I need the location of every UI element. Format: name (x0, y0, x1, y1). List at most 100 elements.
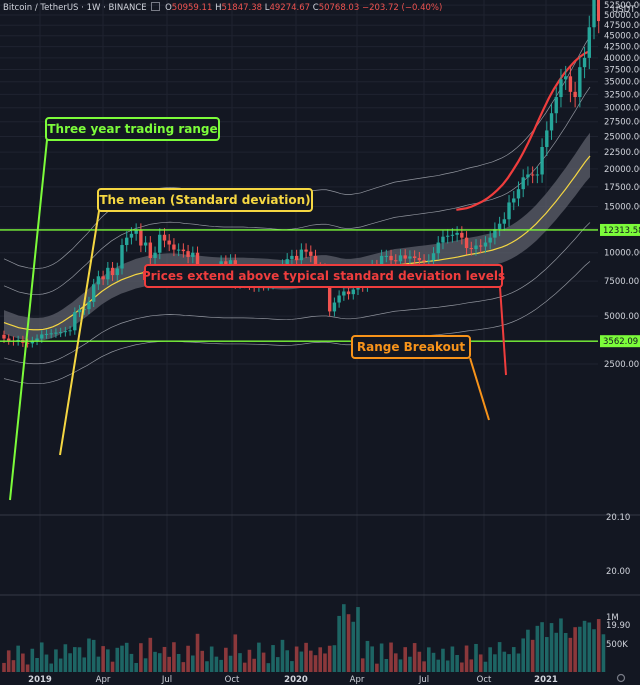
candle-body (106, 267, 110, 280)
time-tick-label: Oct (477, 675, 492, 685)
candle-body (427, 260, 431, 262)
volume-bar (120, 645, 124, 672)
volume-bar (299, 651, 304, 672)
candle-body (176, 249, 181, 251)
candle-body (299, 249, 304, 261)
candle-body (2, 334, 6, 339)
volume-bar (516, 653, 521, 672)
candle-body (545, 130, 549, 147)
candle-body (578, 67, 582, 98)
volume-bar (526, 629, 530, 672)
volume-tick-label: 1M (606, 613, 619, 623)
volume-bar (285, 650, 289, 672)
candle-body (394, 260, 398, 262)
candle-body (417, 258, 422, 261)
price-tick-label: 20000.00 (604, 165, 640, 175)
annotation-text: Three year trading range (47, 122, 217, 136)
candle-body (412, 256, 417, 259)
symbol-title[interactable]: Bitcoin / TetherUS (3, 3, 79, 13)
candle-body (469, 248, 473, 250)
candle-body (73, 312, 77, 331)
indicator-tick-label: 20.00 (606, 567, 630, 577)
volume-bar (559, 618, 563, 672)
volume-bar (68, 653, 72, 672)
volume-bar (54, 649, 58, 672)
volume-bar (110, 661, 115, 672)
candle-body (488, 237, 492, 243)
candle-body (304, 249, 308, 252)
volume-bar (455, 654, 459, 672)
price-tick-label: 17500.00 (604, 183, 640, 193)
checkbox-icon[interactable] (151, 2, 161, 11)
volume-bar (30, 648, 35, 672)
volume-bar (139, 643, 143, 672)
volume-bar (535, 625, 540, 672)
interval-label[interactable]: 1W (86, 3, 101, 13)
volume-bar (275, 657, 280, 672)
volume-bar (195, 633, 200, 672)
candle-body (172, 244, 176, 250)
volume-bar (106, 649, 110, 672)
annotation-box (97, 188, 313, 212)
price-tick-label: 10000.00 (604, 249, 640, 259)
volume-bar (545, 637, 549, 672)
annotation-mean: The mean (Standard deviation) (59, 188, 313, 456)
candle-body (7, 338, 11, 341)
candle-body (379, 255, 384, 267)
candle-body (143, 242, 148, 246)
annotation-text: Range Breakout (357, 340, 466, 354)
candle-body (403, 255, 407, 259)
low-value: 49274.67 (269, 3, 311, 13)
volume-bar (186, 645, 190, 672)
candle-body (35, 338, 39, 341)
candle-body (96, 276, 101, 285)
candle-body (191, 252, 195, 257)
volume-bar (35, 657, 39, 672)
volume-bar (582, 620, 587, 672)
candle-body (134, 230, 138, 234)
candle-body (342, 291, 346, 296)
volume-bar (205, 661, 209, 672)
price-tick-label: 40000.00 (604, 54, 640, 64)
annotation-pointer (9, 139, 48, 501)
volume-bar (63, 644, 68, 672)
volume-bar (134, 662, 138, 672)
volume-bar (200, 650, 205, 672)
candle-body (186, 251, 190, 257)
volume-bar (502, 651, 507, 672)
volume-bar (228, 655, 233, 672)
volume-bar (365, 640, 370, 672)
price-tick-label: 25000.00 (604, 132, 640, 142)
annotation-range-breakout: Range Breakout (351, 335, 490, 421)
volume-bar (96, 656, 101, 672)
currency-label: USDT (612, 5, 636, 15)
volume-bar (238, 653, 242, 672)
candle-body (195, 252, 200, 272)
candle-body (120, 245, 124, 269)
settings-gear-icon[interactable] (616, 673, 626, 683)
candle-body (573, 91, 577, 98)
close-value: 50768.03 (318, 3, 360, 13)
price-tick-label: 22500.00 (604, 148, 640, 158)
volume-bar (91, 639, 96, 672)
volume-bar (497, 642, 502, 672)
candle-body (346, 291, 351, 295)
price-tick-label: 47500.00 (604, 21, 640, 31)
volume-bar (191, 655, 195, 672)
volume-bar (271, 645, 275, 672)
candle-body (290, 255, 294, 260)
volume-bar (417, 651, 422, 672)
volume-bar (309, 650, 313, 672)
volume-bar (25, 664, 30, 672)
band-fill (4, 132, 590, 341)
volume-bar (39, 642, 44, 672)
candle-body (54, 332, 58, 334)
candle-body (384, 255, 389, 257)
volume-bar (209, 646, 214, 672)
volume-bar (82, 657, 87, 672)
volume-bar (578, 626, 582, 672)
volume-bar (294, 646, 299, 672)
candle-body (474, 245, 478, 250)
candle-body (441, 236, 445, 243)
